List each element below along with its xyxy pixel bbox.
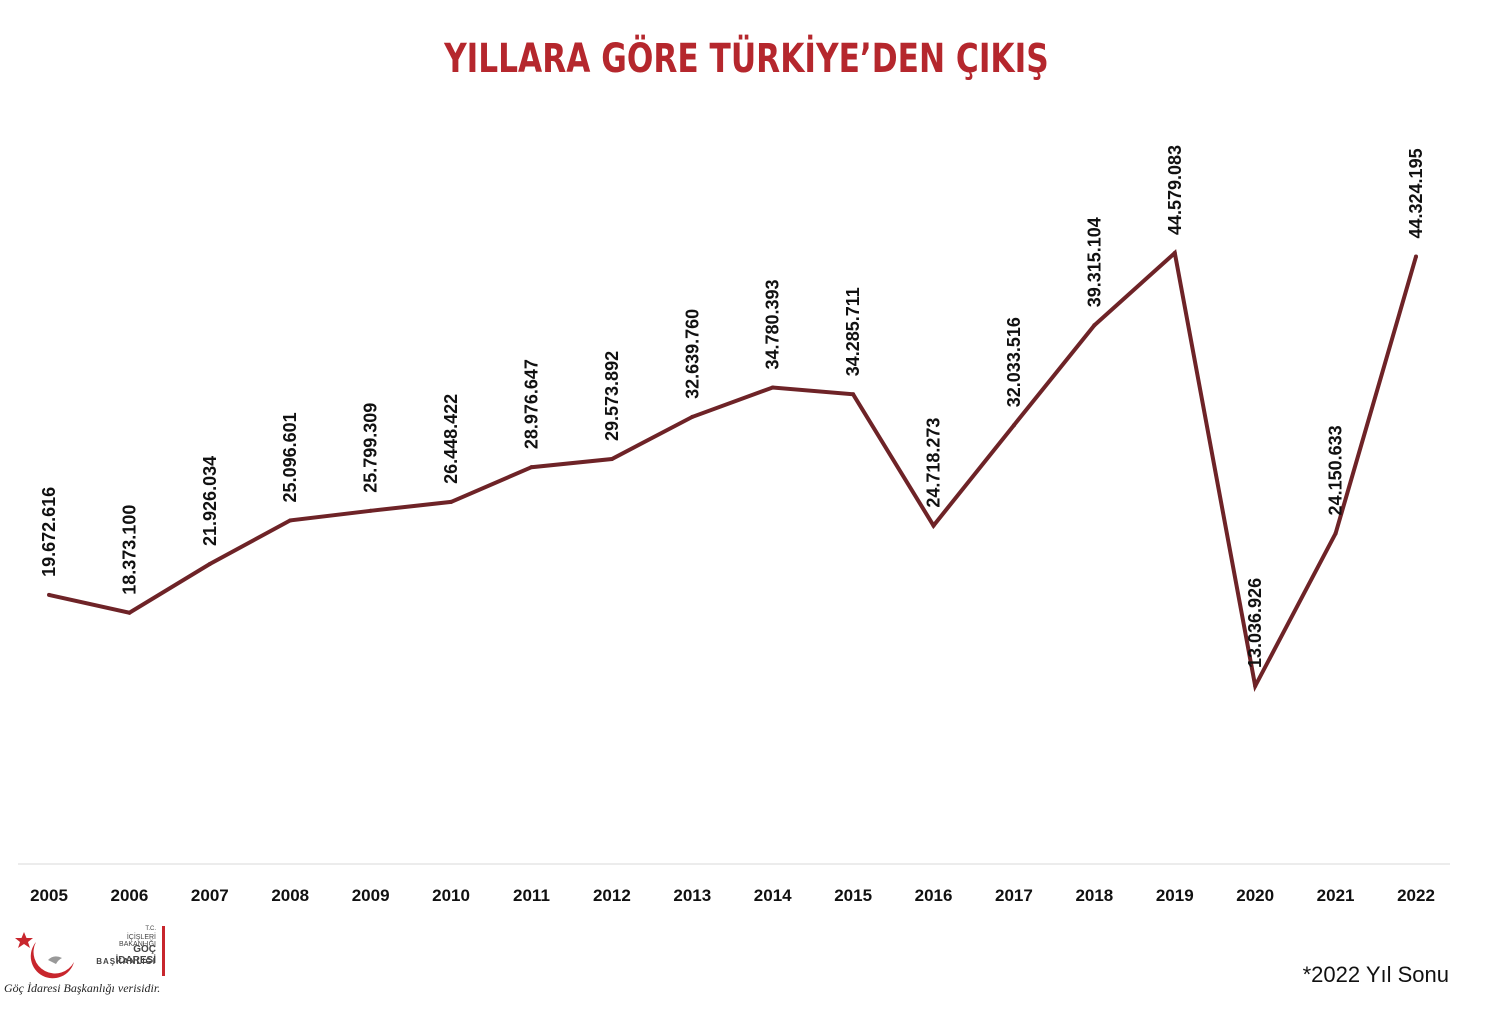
x-tick-label-2008: 2008 (271, 886, 309, 905)
data-label-2018: 39.315.104 (1084, 217, 1104, 307)
data-point-2019 (1172, 251, 1177, 255)
logo-text-presidency: BAŞKANLIĞI (96, 957, 156, 966)
data-label-2011: 28.976.647 (521, 359, 541, 449)
data-point-2005 (47, 592, 51, 597)
series-line (48, 249, 1418, 693)
x-tick-label-2022: 2022 (1397, 886, 1435, 905)
x-tick-label-2020: 2020 (1236, 886, 1274, 905)
data-point-2015 (851, 392, 856, 397)
data-label-2021: 24.150.633 (1326, 425, 1346, 515)
chart-title: YILLARA GÖRE TÜRKİYE’DEN ÇIKIŞ (444, 36, 1049, 82)
crescent-star-icon (15, 932, 74, 979)
data-point-2011 (529, 465, 534, 470)
data-point-2014 (770, 385, 775, 390)
data-point-2006 (127, 610, 132, 615)
data-point-2010 (449, 499, 454, 504)
logo-text-agency: GÖÇ İDARESİ (115, 944, 156, 966)
data-point-2008 (288, 518, 293, 523)
data-label-2013: 32.639.760 (682, 309, 702, 399)
data-point-2021 (1333, 531, 1338, 536)
x-tick-label-2021: 2021 (1317, 886, 1355, 905)
x-tick-label-2011: 2011 (513, 886, 550, 905)
data-point-2009 (368, 508, 373, 513)
data-point-2013 (690, 414, 695, 419)
data-label-2012: 29.573.892 (602, 351, 622, 441)
data-label-2010: 26.448.422 (441, 394, 461, 484)
data-point-2022 (1414, 254, 1418, 259)
x-tick-label-2019: 2019 (1156, 886, 1194, 905)
data-label-2014: 34.780.393 (763, 279, 783, 369)
data-label-group: 19.672.616 18.373.100 21.926.034 25.096.601… (39, 145, 1426, 668)
data-label-2015: 34.285.711 (843, 287, 863, 376)
data-label-2006: 18.373.100 (119, 505, 139, 595)
data-label-2022: 44.324.195 (1406, 148, 1426, 238)
x-tick-label-2007: 2007 (191, 886, 229, 905)
data-point-2017 (1011, 423, 1016, 428)
data-label-2009: 25.799.309 (361, 403, 381, 493)
data-label-2005: 19.672.616 (39, 487, 59, 577)
logo-text-ministry: İÇİŞLERİ BAKANLIĞI (119, 934, 156, 948)
x-tick-label-2015: 2015 (834, 886, 872, 905)
footnote: *2022 Yıl Sonu (1302, 962, 1449, 987)
data-label-2017: 32.033.516 (1004, 317, 1024, 407)
x-tick-label-2013: 2013 (673, 886, 711, 905)
x-tick-label-2018: 2018 (1075, 886, 1113, 905)
x-tick-label-2009: 2009 (352, 886, 390, 905)
data-point-2016 (931, 523, 936, 528)
data-point-2007 (207, 561, 212, 566)
logo: T.C. İÇİŞLERİ BAKANLIĞI GÖÇ İDARESİ BAŞK… (14, 924, 174, 996)
x-tick-label-2005: 2005 (30, 886, 68, 905)
data-point-2018 (1092, 323, 1097, 328)
series-group (47, 249, 1418, 693)
data-label-2007: 21.926.034 (200, 456, 220, 546)
x-tick-label-2016: 2016 (915, 886, 953, 905)
x-tick-label-2010: 2010 (432, 886, 470, 905)
source-note: Göç İdaresi Başkanlığı verisidir. (4, 981, 161, 995)
x-tick-label-2012: 2012 (593, 886, 631, 905)
x-tick-label-2014: 2014 (754, 886, 792, 905)
x-tick-label-2006: 2006 (110, 886, 148, 905)
logo-text-tc: T.C. (145, 926, 156, 932)
data-label-2019: 44.579.083 (1165, 145, 1185, 235)
logo-divider (162, 926, 165, 976)
data-label-2008: 25.096.601 (280, 412, 300, 502)
data-point-2020 (1253, 684, 1258, 688)
data-label-2016: 24.718.273 (924, 418, 944, 508)
x-tick-group: 2005 2006 2007 2008 2009 2010 2011 2012 2013 2014… (30, 886, 1435, 905)
x-tick-label-2017: 2017 (995, 886, 1033, 905)
data-label-2020: 13.036.926 (1245, 578, 1265, 668)
data-point-2012 (609, 456, 614, 461)
